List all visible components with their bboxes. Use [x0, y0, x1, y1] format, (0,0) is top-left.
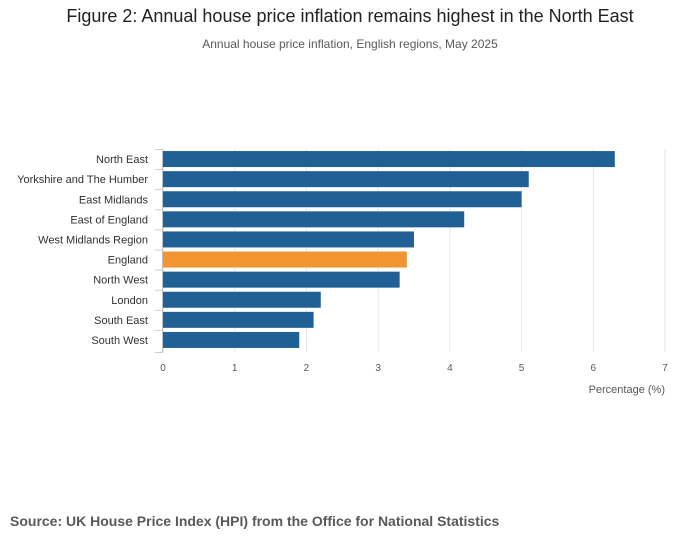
- x-tick-label: 5: [519, 363, 525, 374]
- x-tick-labels: 0 1 2 3 4 5 6 7: [160, 363, 668, 374]
- bar-east-midlands: [163, 191, 522, 208]
- category-label: London: [111, 295, 148, 307]
- x-tick-label: 1: [232, 363, 238, 374]
- source-note: Source: UK House Price Index (HPI) from …: [10, 513, 500, 529]
- category-label: West Midlands Region: [38, 234, 148, 246]
- x-tick-label: 0: [160, 363, 166, 374]
- category-label: Yorkshire and The Humber: [17, 174, 148, 186]
- bar-east-of-england: [163, 211, 465, 228]
- category-label: North East: [96, 154, 148, 166]
- x-tick-label: 4: [447, 363, 453, 374]
- bars: [163, 151, 615, 348]
- bar-north-east: [163, 151, 615, 168]
- category-label: East Midlands: [79, 194, 149, 206]
- category-label: North West: [93, 275, 148, 287]
- category-label: East of England: [70, 214, 148, 226]
- x-tick-label: 2: [304, 363, 310, 374]
- chart-subtitle: Annual house price inflation, English re…: [202, 37, 498, 51]
- x-tick-label: 6: [591, 363, 597, 374]
- bar-london: [163, 291, 321, 308]
- bar-north-west: [163, 271, 400, 288]
- category-label: England: [108, 255, 148, 267]
- x-axis-label: Percentage (%): [589, 384, 665, 396]
- bar-south-east: [163, 311, 314, 328]
- category-labels: North East Yorkshire and The Humber East M…: [17, 154, 148, 347]
- bar-england: [163, 251, 407, 268]
- bar-south-west: [163, 331, 300, 348]
- x-tick-label: 3: [375, 363, 381, 374]
- bar-yorkshire-and-the-humber: [163, 171, 529, 188]
- chart-title: Figure 2: Annual house price inflation r…: [66, 6, 634, 26]
- bar-west-midlands-region: [163, 231, 414, 248]
- category-label: South West: [91, 335, 148, 347]
- category-label: South East: [94, 315, 148, 327]
- x-tick-label: 7: [662, 363, 668, 374]
